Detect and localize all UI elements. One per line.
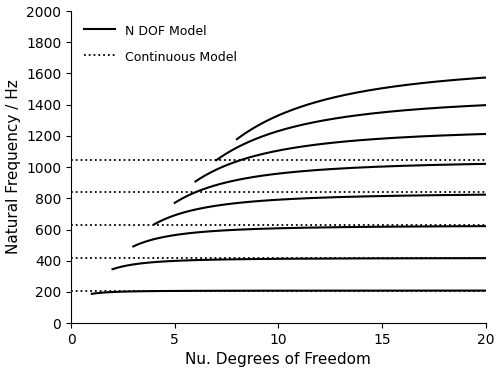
Legend: N DOF Model, Continuous Model: N DOF Model, Continuous Model	[78, 17, 243, 70]
N DOF Model	[278, 288, 284, 293]
X-axis label: Nu. Degrees of Freedom: Nu. Degrees of Freedom	[186, 352, 372, 367]
N DOF Model	[473, 288, 479, 293]
N DOF Model	[276, 288, 282, 293]
Continuous Model	[89, 288, 95, 293]
N DOF Model	[323, 288, 329, 293]
N DOF Model	[482, 288, 488, 293]
Y-axis label: Natural Frequency / Hz: Natural Frequency / Hz	[6, 80, 20, 254]
Continuous Model	[68, 288, 74, 293]
N DOF Model	[302, 288, 308, 293]
Line: N DOF Model: N DOF Model	[92, 291, 485, 294]
N DOF Model	[412, 288, 418, 293]
N DOF Model	[89, 292, 95, 296]
